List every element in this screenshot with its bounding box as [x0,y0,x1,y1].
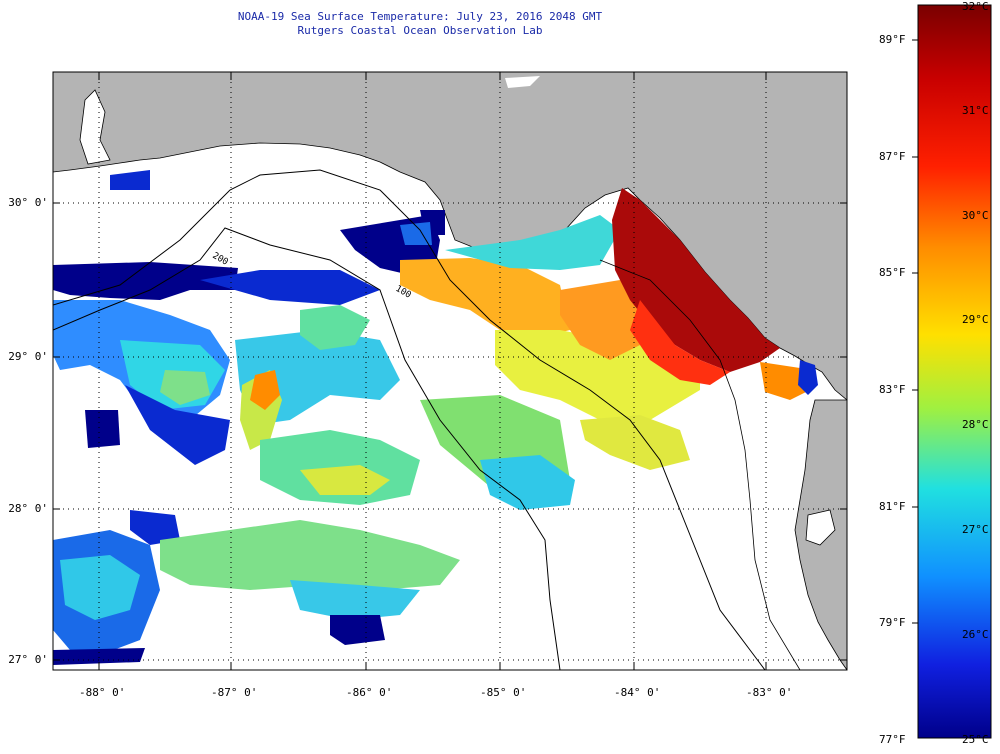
cbar-c-27: 27°C [962,523,989,536]
lat-label-30: 30° 0' [8,196,48,209]
bathymetry-contour-shelf [599,259,801,670]
cbar-c-26: 26°C [962,628,989,641]
title-line-2: Rutgers Coastal Ocean Observation Lab [297,24,543,37]
cbar-c-30: 30°C [962,209,989,222]
lon-label-83: -83° 0' [746,686,793,699]
cbar-f-89: 89°F [879,33,906,46]
cbar-f-77: 77°F [879,733,906,746]
bathymetry-contour-100m [53,169,766,670]
cbar-f-79: 79°F [879,616,906,629]
lon-label-86: -86° 0' [346,686,393,699]
bathymetry-contour-200m [53,227,561,670]
sst-patches [53,170,818,665]
axis-ticks [53,72,847,670]
cbar-f-87: 87°F [879,150,906,163]
mobile-bay-water [79,89,111,165]
map-frame [52,71,848,671]
lat-label-29: 29° 0' [8,350,48,363]
lat-label-28: 28° 0' [8,502,48,515]
lat-label-27: 27° 0' [8,653,48,666]
title-line-1: NOAA-19 Sea Surface Temperature: July 23… [237,10,603,23]
colorbar-ticks [912,39,918,624]
cbar-c-25: 25°C [962,733,989,746]
cbar-c-28: 28°C [962,418,989,431]
cbar-f-83: 83°F [879,383,906,396]
cbar-c-29: 29°C [962,313,989,326]
lon-label-88: -88° 0' [79,686,126,699]
cbar-c-31: 31°C [962,104,989,117]
lon-label-85: -85° 0' [480,686,527,699]
cbar-f-85: 85°F [879,266,906,279]
tampa-bay-water [805,509,836,546]
lon-label-87: -87° 0' [211,686,258,699]
cbar-f-81: 81°F [879,500,906,513]
cbar-c-32: 32°C [962,0,989,13]
lon-label-84: -84° 0' [614,686,661,699]
lake-water [505,76,540,88]
colorbar [917,4,992,739]
map-title: NOAA-19 Sea Surface Temperature: July 23… [0,10,840,38]
